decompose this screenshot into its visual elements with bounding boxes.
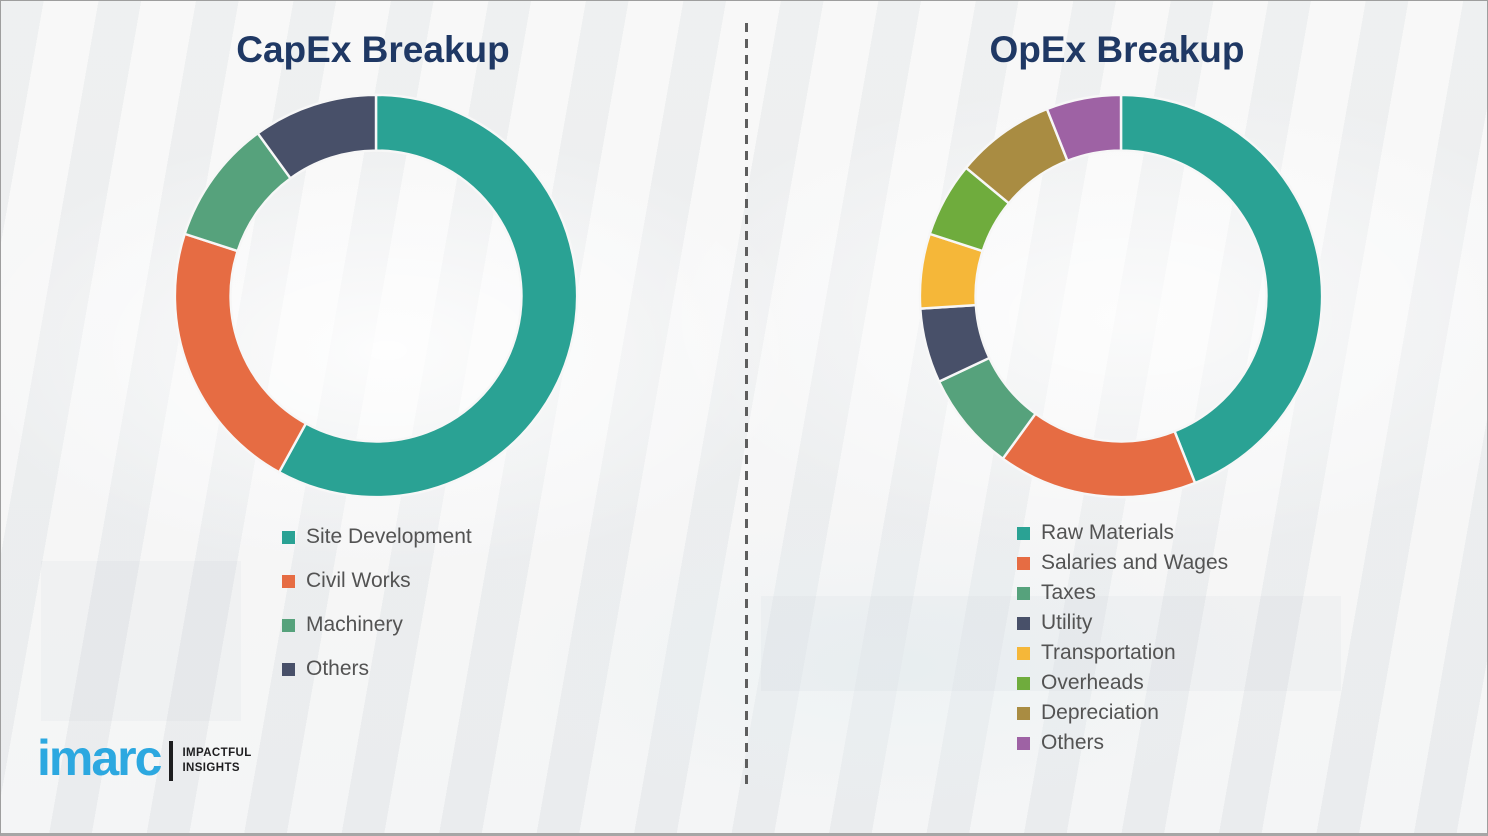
legend-swatch-machinery [282,618,295,632]
legend-item-site-development: Site Development [282,515,472,559]
imarc-logo-text: imarc [37,730,162,786]
legend-label-taxes: Taxes [1041,581,1096,604]
legend-swatch-others [1017,736,1030,750]
capex-donut-chart [173,93,579,499]
legend-label-utility: Utility [1041,611,1093,634]
capex-title: CapEx Breakup [236,29,510,70]
legend-swatch-site-development [282,530,295,544]
opex-legend: Raw Materials Salaries and Wages Taxes Util… [1017,518,1228,758]
legend-item-depreciation: Depreciation [1017,698,1228,728]
capex-legend: Site Development Civil Works Machinery Othe… [282,515,472,691]
legend-swatch-depreciation [1017,706,1030,720]
legend-label-overheads: Overheads [1041,671,1144,694]
legend-item-utility: Utility [1017,608,1228,638]
legend-swatch-civil-works [282,574,295,588]
legend-item-machinery: Machinery [282,603,472,647]
imarc-logo: imarc IMPACTFUL INSIGHTS [37,733,252,783]
legend-swatch-raw-materials [1017,526,1030,540]
legend-label-civil-works: Civil Works [306,569,411,592]
legend-label-machinery: Machinery [306,613,403,636]
legend-label-transportation: Transportation [1041,641,1176,664]
donut-slice-salaries-and-wages [1001,412,1197,499]
legend-item-transportation: Transportation [1017,638,1228,668]
legend-item-overheads: Overheads [1017,668,1228,698]
donut-slice-raw-materials [1119,93,1324,485]
legend-item-others: Others [1017,728,1228,758]
legend-label-others: Others [306,657,370,680]
legend-swatch-salaries-and-wages [1017,556,1030,570]
imarc-logo-tagline: IMPACTFUL INSIGHTS [182,746,251,776]
opex-title: OpEx Breakup [989,29,1245,70]
imarc-tagline-line2: INSIGHTS [182,762,240,774]
imarc-tagline-line1: IMPACTFUL [182,747,252,760]
legend-swatch-others [282,662,295,676]
legend-item-taxes: Taxes [1017,578,1228,608]
legend-label-depreciation: Depreciation [1041,701,1159,724]
legend-label-raw-materials: Raw Materials [1041,521,1175,544]
legend-label-site-development: Site Development [306,525,472,548]
legend-swatch-taxes [1017,586,1030,600]
donut-slice-site-development [277,93,579,499]
background-watermark-patch [41,561,241,721]
legend-item-raw-materials: Raw Materials [1017,518,1228,548]
legend-swatch-overheads [1017,676,1030,690]
imarc-logo-divider [169,741,174,781]
legend-item-civil-works: Civil Works [282,559,472,603]
legend-swatch-transportation [1017,646,1030,660]
donut-slice-civil-works [173,232,308,474]
legend-label-others: Others [1041,731,1105,754]
donut-slice-others [256,93,378,180]
legend-label-salaries-and-wages: Salaries and Wages [1041,551,1229,574]
vertical-dashed-divider [745,23,748,789]
legend-swatch-utility [1017,616,1030,630]
donut-slice-others [1045,93,1123,162]
legend-item-salaries-and-wages: Salaries and Wages [1017,548,1228,578]
opex-donut-chart [918,93,1324,499]
legend-item-others: Others [282,647,472,691]
